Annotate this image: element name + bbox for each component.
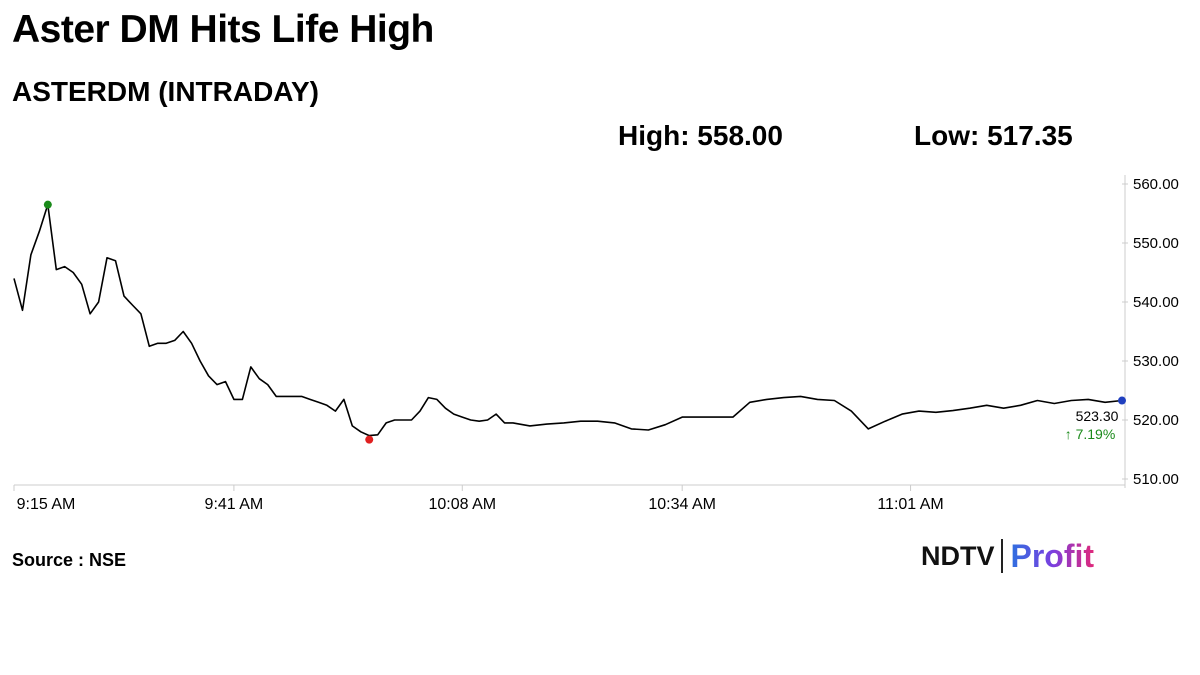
logo-divider <box>1000 539 1003 573</box>
last-price-marker <box>1118 396 1126 405</box>
y-tick-label: 510.00 <box>1133 471 1179 488</box>
x-tick-label: 9:15 AM <box>17 496 76 513</box>
x-tick-label: 11:01 AM <box>877 496 943 513</box>
low-value: Low: 517.35 <box>914 120 1073 151</box>
high-point-marker <box>43 200 52 209</box>
y-tick-label: 550.00 <box>1133 235 1179 252</box>
y-axis: 510.00 520.00 530.00 540.00 550.00 560.00 <box>1122 175 1179 488</box>
high-value: High: 558.00 <box>618 120 783 151</box>
y-tick-label: 540.00 <box>1133 294 1179 311</box>
source-note: Source : NSE <box>12 550 127 570</box>
price-line <box>13 203 1123 437</box>
y-tick-label: 530.00 <box>1133 353 1179 370</box>
chart-subtitle: ASTERDM (INTRADAY) <box>12 76 319 107</box>
logo-profit-text: Profit <box>1010 537 1095 574</box>
x-tick-label: 9:41 AM <box>205 496 264 513</box>
y-tick-label: 520.00 <box>1133 412 1179 429</box>
x-tick-label: 10:08 AM <box>428 496 496 513</box>
ndtv-profit-logo: NDTV Profit <box>921 536 1094 576</box>
percent-change-label: ↑ 7.19% <box>1065 426 1116 442</box>
low-point-marker <box>365 435 374 444</box>
x-axis: 9:15 AM 9:41 AM 10:08 AM 10:34 AM 11:01 AM <box>13 484 1125 513</box>
logo-ndtv-text: NDTV <box>921 540 995 571</box>
y-tick-label: 560.00 <box>1133 176 1179 193</box>
x-tick-label: 10:34 AM <box>648 496 716 513</box>
headline: Aster DM Hits Life High <box>12 8 434 51</box>
last-price-label: 523.30 <box>1076 408 1119 424</box>
